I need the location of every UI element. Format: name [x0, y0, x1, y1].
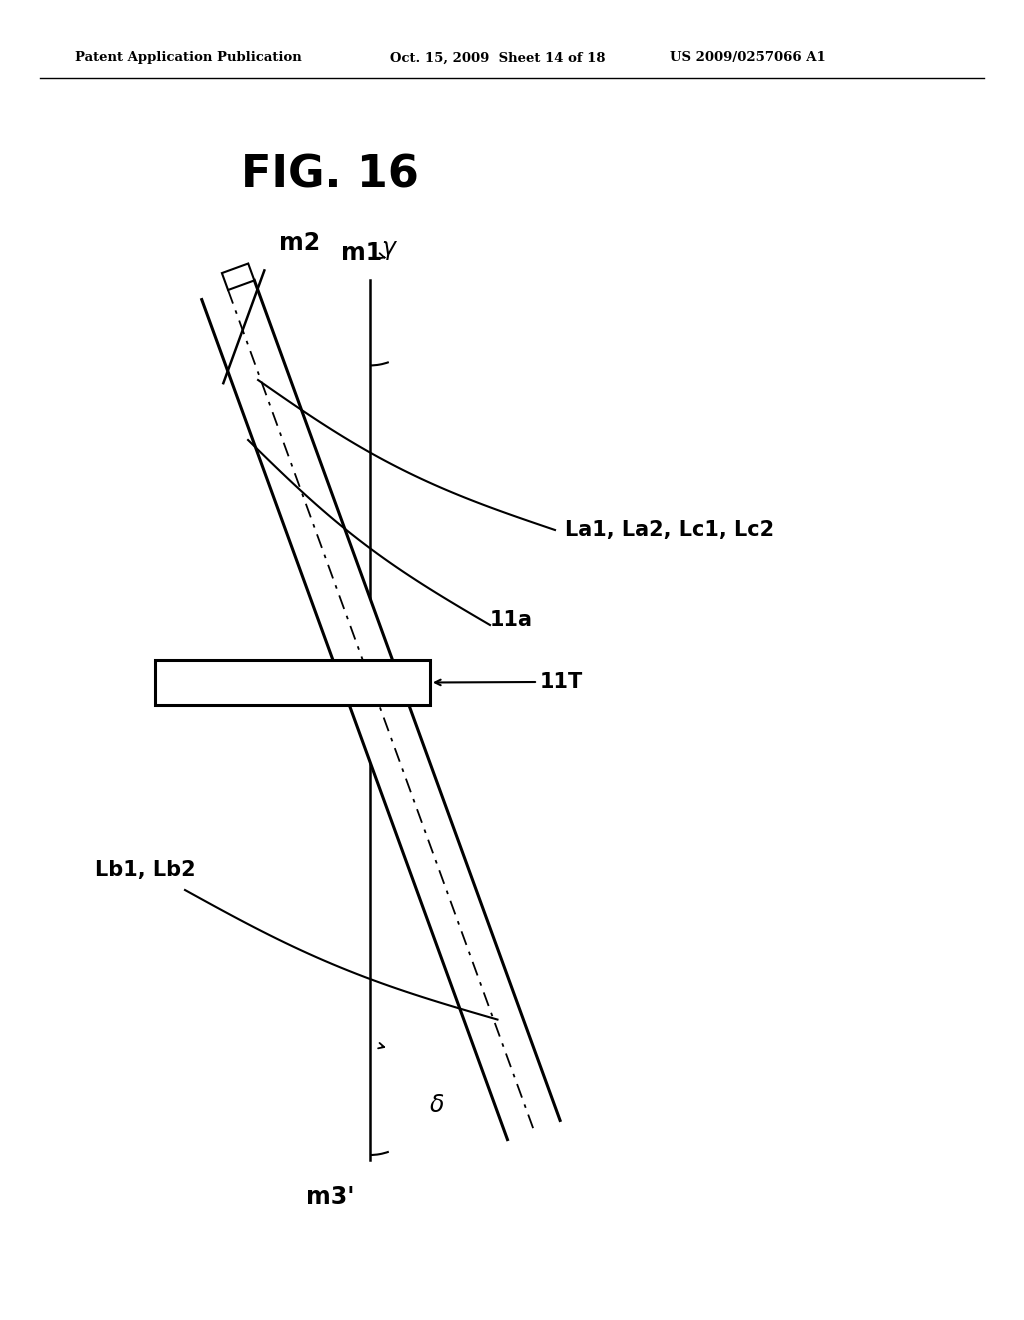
- Text: m3': m3': [306, 1185, 355, 1209]
- Polygon shape: [202, 280, 560, 1139]
- Text: δ: δ: [430, 1093, 444, 1117]
- Text: La1, La2, Lc1, Lc2: La1, La2, Lc1, Lc2: [565, 520, 774, 540]
- Text: m1: m1: [341, 242, 383, 265]
- Text: m2: m2: [280, 231, 321, 256]
- Bar: [155, 660, 430, 705]
- Text: Lb1, Lb2: Lb1, Lb2: [95, 861, 196, 880]
- Text: FIG. 16: FIG. 16: [241, 153, 419, 197]
- Polygon shape: [222, 264, 254, 290]
- Text: γ: γ: [381, 236, 395, 260]
- Text: 11T: 11T: [540, 672, 584, 692]
- Text: 11a: 11a: [490, 610, 534, 630]
- Text: Patent Application Publication: Patent Application Publication: [75, 51, 302, 65]
- Text: US 2009/0257066 A1: US 2009/0257066 A1: [670, 51, 825, 65]
- Text: Oct. 15, 2009  Sheet 14 of 18: Oct. 15, 2009 Sheet 14 of 18: [390, 51, 605, 65]
